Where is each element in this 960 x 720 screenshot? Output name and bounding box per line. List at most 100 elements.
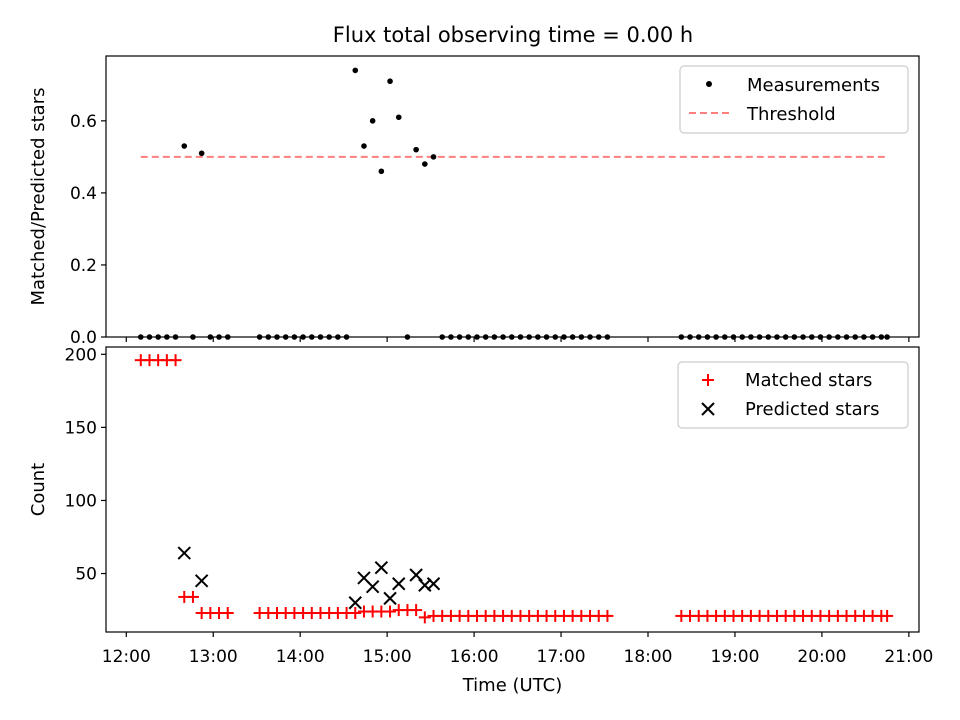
data-point-measurement [535, 334, 541, 340]
data-point-measurement [869, 334, 876, 340]
data-point-measurement [265, 334, 272, 340]
data-point-predicted-stars [392, 577, 406, 591]
data-point-measurement [491, 334, 498, 340]
data-point-measurement [224, 334, 231, 340]
data-point-measurement [216, 334, 222, 340]
data-point-measurement [552, 334, 559, 340]
data-point-measurement [543, 334, 550, 340]
data-point-measurement [190, 334, 196, 340]
data-point-measurement [756, 334, 763, 340]
data-point-predicted-stars [177, 546, 191, 560]
data-point-measurement [387, 78, 393, 85]
x-stroke-b [426, 577, 441, 591]
series-measurements [137, 67, 890, 340]
x-tick-label: 21:00 [884, 647, 933, 667]
data-point-measurement [687, 334, 693, 340]
x-stroke-b [392, 577, 406, 591]
data-point-measurement [517, 334, 524, 340]
data-point-matched-stars [221, 607, 234, 619]
y-tick-label: 50 [75, 565, 97, 585]
data-point-matched-stars [881, 609, 894, 622]
data-point-measurement [765, 334, 772, 340]
legend-marker-predicted-stars [701, 402, 715, 416]
y-tick-label: 0.4 [70, 184, 97, 204]
data-point-measurement [569, 334, 576, 340]
x-stroke-b [383, 591, 397, 606]
axes-frame-bottom [105, 346, 920, 633]
chart-title: Flux total observing time = 0.00 h [333, 23, 693, 47]
x-tick-label: 13:00 [189, 647, 238, 667]
data-point-measurement [361, 143, 367, 149]
data-point-measurement [155, 334, 161, 340]
y-tick-label: 0.6 [70, 112, 97, 132]
data-point-measurement [137, 334, 144, 340]
data-point-measurement [782, 334, 789, 340]
legend-label-measurements: Measurements [747, 75, 880, 96]
data-point-measurement [465, 334, 472, 340]
data-point-measurement [587, 334, 593, 340]
data-point-matched-stars [186, 590, 199, 603]
x-stroke-b [357, 571, 371, 585]
legend-label-matched-stars: Matched stars [745, 370, 872, 391]
legend-label-threshold: Threshold [746, 104, 836, 125]
x-tick-label: 19:00 [710, 647, 759, 667]
y-tick-label: 200 [65, 345, 97, 365]
x-stroke-b [365, 579, 380, 594]
data-point-matched-stars [349, 607, 362, 619]
data-point-matched-stars [601, 609, 614, 622]
data-point-measurement [695, 334, 702, 340]
x-axis-label: Time (UTC) [462, 675, 563, 696]
x-tick-label: 20:00 [797, 647, 846, 667]
data-point-measurement [713, 334, 719, 340]
x-stroke-b [418, 578, 432, 592]
data-point-measurement [561, 334, 567, 340]
series-matched-stars [134, 354, 894, 624]
data-point-measurement [448, 334, 454, 340]
data-point-measurement [282, 334, 289, 340]
data-point-predicted-stars [194, 574, 209, 588]
data-point-measurement [508, 334, 515, 340]
data-point-measurement [404, 334, 411, 340]
data-point-measurement [308, 334, 315, 340]
data-point-measurement [826, 334, 832, 340]
data-point-measurement [791, 334, 798, 340]
x-stroke-b [348, 596, 362, 610]
data-point-measurement [604, 334, 611, 340]
data-point-measurement [343, 334, 350, 340]
y-axis-label: Count [28, 463, 49, 516]
data-point-measurement [378, 168, 385, 175]
x-tick-label: 18:00 [624, 647, 673, 667]
data-point-measurement [291, 334, 298, 340]
data-point-measurement [300, 334, 306, 340]
data-point-measurement [526, 334, 532, 340]
legend-marker-measurements [706, 81, 712, 87]
bottom-legend: Matched stars Predicted stars [677, 361, 909, 429]
data-point-measurement [722, 334, 728, 340]
data-point-measurement [198, 150, 205, 157]
data-point-matched-stars [410, 604, 423, 617]
data-point-measurement [335, 334, 341, 340]
data-point-measurement [704, 334, 711, 340]
data-point-measurement [413, 146, 419, 153]
x-tick-label: 16:00 [450, 647, 499, 667]
data-point-measurement [352, 67, 359, 74]
legend-marker-matched-stars [702, 374, 714, 386]
data-point-matched-stars [384, 605, 397, 618]
data-point-measurement [422, 161, 428, 167]
data-point-measurement [482, 334, 489, 340]
x-tick-label: 17:00 [537, 647, 586, 667]
data-point-predicted-stars [348, 596, 362, 610]
data-point-matched-stars [169, 354, 182, 367]
data-point-measurement [748, 334, 754, 340]
data-point-measurement [800, 334, 806, 340]
data-point-measurement [500, 334, 506, 340]
bottom-plot-panel: 50 100 150 200 12:00 13:00 14:00 15:00 16:00 17:0… [28, 345, 933, 696]
y-tick-label: 0.2 [70, 256, 97, 276]
data-point-measurement [456, 334, 463, 340]
data-point-measurement [430, 154, 437, 160]
x-tick-label: 14:00 [276, 647, 325, 667]
data-point-measurement [164, 334, 170, 340]
x-tick-label: 15:00 [363, 647, 412, 667]
data-point-measurement [326, 334, 332, 340]
